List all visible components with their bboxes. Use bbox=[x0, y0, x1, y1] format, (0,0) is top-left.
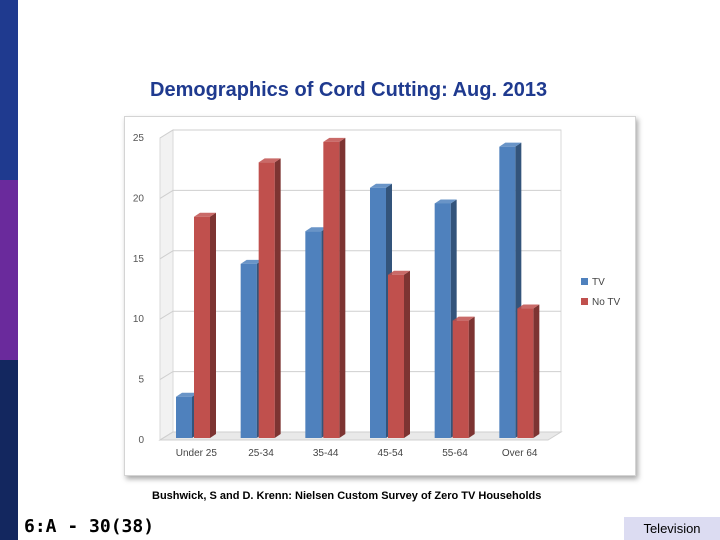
chart-frame: 0 5 10 15 20 25 Under 25 25-34 35-44 45-54 55-64 Ov… bbox=[124, 116, 636, 476]
bar-top bbox=[452, 316, 475, 321]
bar-top bbox=[323, 137, 346, 142]
bar-side bbox=[339, 137, 346, 438]
y-gridline bbox=[159, 250, 561, 260]
bar-no-tv-over-64 bbox=[517, 308, 534, 438]
x-category-label: 35-44 bbox=[313, 448, 339, 459]
y-tick-label: 10 bbox=[133, 314, 145, 325]
slide-title: Demographics of Cord Cutting: Aug. 2013 bbox=[150, 79, 548, 101]
bar-no-tv-45-54 bbox=[388, 274, 404, 438]
x-category-label: Under 25 bbox=[176, 448, 218, 459]
bar-no-tv-55-64 bbox=[452, 320, 469, 438]
bar-top bbox=[370, 183, 392, 188]
legend-swatch-tv bbox=[581, 278, 588, 285]
y-tick-label: 20 bbox=[133, 193, 145, 204]
slide-number: 6:A - 30(38) bbox=[24, 516, 155, 537]
bar-tv-under-25 bbox=[176, 396, 192, 438]
side-band-bottom bbox=[0, 360, 18, 540]
bar-side bbox=[468, 316, 475, 438]
x-category-label: Over 64 bbox=[502, 448, 538, 459]
y-tick-label: 25 bbox=[133, 133, 145, 144]
bar-top bbox=[240, 259, 263, 264]
bar-tv-55-64 bbox=[434, 203, 451, 438]
bar-side bbox=[404, 270, 410, 438]
x-category-label: 45-54 bbox=[378, 448, 404, 459]
y-gridline bbox=[159, 189, 561, 199]
bar-tv-35-44 bbox=[305, 231, 322, 438]
y-tick-label: 0 bbox=[138, 435, 144, 446]
bar-no-tv-35-44 bbox=[323, 141, 340, 438]
bar-top bbox=[388, 270, 410, 275]
bar-no-tv-under-25 bbox=[194, 216, 210, 438]
x-category-label: 55-64 bbox=[442, 448, 468, 459]
x-category-label: 25-34 bbox=[248, 448, 274, 459]
footer-tag: Television bbox=[624, 517, 720, 540]
y-tick-label: 15 bbox=[133, 254, 145, 265]
bar-top bbox=[499, 142, 522, 147]
bar-no-tv-25-34 bbox=[258, 162, 275, 439]
legend-swatch-no-tv bbox=[581, 298, 588, 305]
bar-top bbox=[194, 212, 216, 217]
y-gridline bbox=[159, 310, 561, 320]
bar-side bbox=[210, 212, 216, 438]
bar-tv-over-64 bbox=[499, 146, 516, 438]
y-gridline bbox=[159, 431, 561, 441]
chart-side-wall bbox=[159, 129, 174, 441]
y-tick-label: 5 bbox=[138, 375, 144, 386]
bar-side bbox=[533, 304, 540, 438]
bar-chart: 0 5 10 15 20 25 Under 25 25-34 35-44 45-54 55-64 Ov… bbox=[133, 129, 620, 459]
side-band-top bbox=[0, 0, 18, 180]
bar-top bbox=[305, 227, 328, 232]
y-gridline bbox=[159, 129, 561, 139]
bar-top bbox=[176, 392, 198, 397]
bar-tv-25-34 bbox=[240, 263, 257, 438]
bar-top bbox=[517, 304, 540, 309]
y-gridline bbox=[159, 371, 561, 381]
bar-top bbox=[258, 158, 281, 163]
bar-side bbox=[274, 158, 281, 439]
bar-top bbox=[434, 199, 457, 204]
legend-label: No TV bbox=[592, 297, 620, 308]
source-citation: Bushwick, S and D. Krenn: Nielsen Custom… bbox=[152, 490, 542, 502]
side-band-middle bbox=[0, 180, 18, 360]
bar-tv-45-54 bbox=[370, 187, 386, 438]
legend-label: TV bbox=[592, 277, 605, 288]
